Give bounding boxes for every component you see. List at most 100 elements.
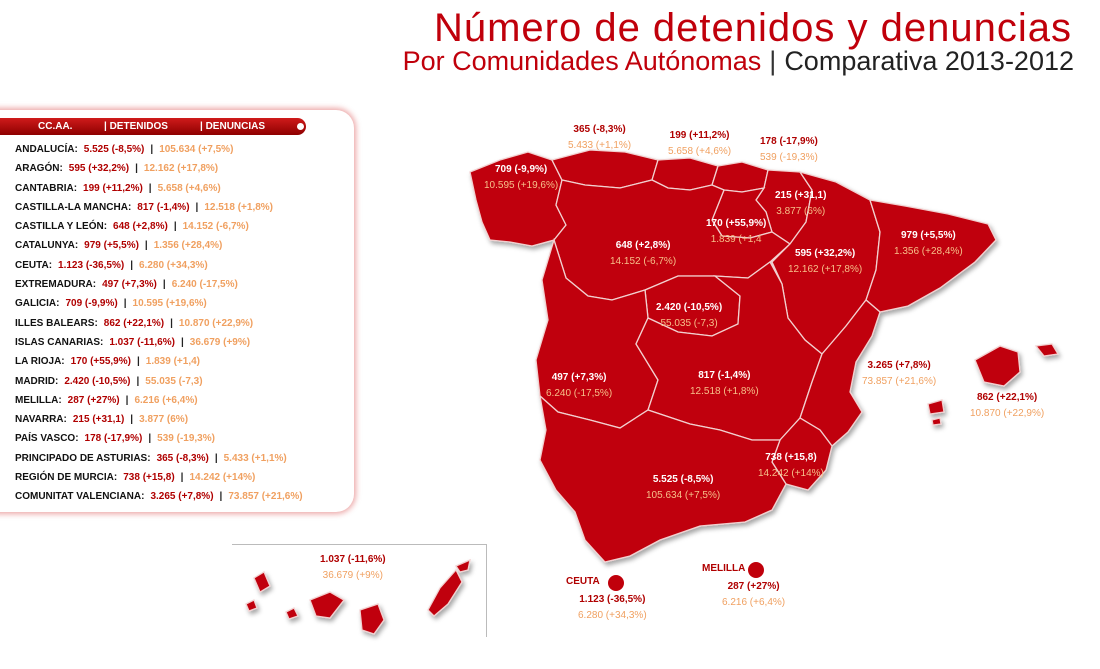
row-detenidos: 178 (-17,9%)	[84, 433, 143, 445]
row-separator: |	[125, 394, 129, 406]
row-region: ANDALUCÍA:	[15, 144, 78, 155]
label-extremadura: 497 (+7,3%) 6.240 (-17,5%)	[546, 372, 613, 399]
label-cantabria: 199 (+11,2%) 5.658 (+4,6%)	[668, 130, 732, 157]
subtitle-part2: Comparativa 2013-2012	[784, 46, 1074, 76]
row-denuncias: 6.280 (+34,3%)	[139, 259, 208, 271]
canarias-inset-frame	[232, 544, 487, 637]
row-region: MADRID:	[15, 375, 59, 387]
data-table-panel: CC.AA. | DETENIDOS | DENUNCIAS ANDALUCÍA…	[0, 110, 354, 512]
row-detenidos: 738 (+15,8)	[123, 472, 175, 484]
row-detenidos: 595 (+32,2%)	[68, 163, 130, 175]
row-separator: |	[136, 356, 140, 368]
region-baleares-formentera	[931, 417, 942, 426]
row-denuncias: 10.870 (+22,9%)	[178, 317, 254, 329]
region-baleares-menorca	[1034, 343, 1060, 357]
label-melilla: 287 (+27%) 6.216 (+6,4%)	[722, 581, 786, 608]
row-denuncias: 10.595 (+19,6%)	[132, 298, 207, 310]
label-baleares: 862 (+22,1%) 10.870 (+22,9%)	[970, 392, 1045, 419]
table-row: COMUNITAT VALENCIANA: 3.265 (+7,8%) | 73.85…	[15, 487, 303, 506]
row-denuncias: 3.877 (6%)	[139, 414, 189, 426]
row-detenidos: 215 (+31,1)	[72, 414, 125, 426]
header-knob	[297, 123, 304, 130]
row-denuncias: 105.634 (+7,5%)	[159, 144, 234, 155]
row-region: PRINCIPADO DE ASTURIAS:	[15, 452, 151, 464]
row-region: EXTREMADURA:	[15, 279, 97, 291]
table-row: CASTILLA Y LEÓN: 648 (+2,8%) | 14.152 (-6,7…	[15, 217, 303, 236]
row-separator: |	[180, 336, 184, 348]
region-canarias-4	[309, 591, 345, 619]
row-denuncias: 73.857 (+21,6%)	[228, 491, 303, 503]
table-rows: ANDALUCÍA: 5.525 (-8,5%) | 105.634 (+7,5%) A…	[15, 140, 303, 507]
label-aragon: 595 (+32,2%) 12.162 (+17,8%)	[788, 248, 863, 275]
label-canarias: 1.037 (-11,6%) 36.679 (+9%)	[320, 554, 386, 581]
table-row: PAÍS VASCO: 178 (-17,9%) | 539 (-19,3%)	[15, 429, 303, 448]
row-detenidos: 1.037 (-11,6%)	[109, 336, 175, 348]
label-catalunya: 979 (+5,5%) 1.356 (+28,4%)	[894, 230, 963, 257]
table-row: CANTABRIA: 199 (+11,2%) | 5.658 (+4,6%)	[15, 179, 303, 198]
table-row: ARAGÓN: 595 (+32,2%) | 12.162 (+17,8%)	[15, 159, 303, 178]
header-ccaa: CC.AA.	[38, 121, 73, 132]
table-row: CATALUNYA: 979 (+5,5%) | 1.356 (+28,4%)	[15, 236, 303, 255]
row-region: ARAGÓN:	[15, 163, 63, 175]
row-detenidos: 648 (+2,8%)	[113, 221, 168, 233]
row-detenidos: 2.420 (-10,5%)	[64, 375, 131, 387]
row-denuncias: 5.433 (+1,1%)	[223, 452, 287, 464]
row-detenidos: 287 (+27%)	[67, 394, 120, 406]
row-region: CASTILLA Y LEÓN:	[15, 221, 108, 233]
label-valencia: 3.265 (+7,8%) 73.857 (+21,6%)	[862, 360, 937, 387]
header-denuncias: | DENUNCIAS	[200, 121, 266, 132]
row-denuncias: 5.658 (+4,6%)	[157, 182, 221, 194]
row-separator: |	[173, 221, 177, 233]
row-detenidos: 862 (+22,1%)	[103, 317, 165, 329]
row-denuncias: 1.839 (+1,4)	[145, 356, 200, 368]
row-region: COMUNITAT VALENCIANA:	[15, 491, 145, 503]
region-canarias-5	[359, 603, 385, 635]
row-separator: |	[130, 414, 134, 426]
subtitle-part1: Por Comunidades Autónomas	[402, 46, 762, 76]
region-baleares	[974, 345, 1021, 387]
row-detenidos: 3.265 (+7,8%)	[150, 491, 214, 503]
region-canarias-2	[245, 599, 258, 612]
row-denuncias: 539 (-19,3%)	[157, 433, 215, 445]
row-denuncias: 55.035 (-7,3)	[145, 375, 203, 387]
row-separator: |	[150, 144, 154, 155]
row-region: CATALUNYA:	[15, 240, 79, 252]
row-region: GALICIA:	[15, 298, 60, 310]
label-ceuta: 1.123 (-36,5%) 6.280 (+34,3%)	[578, 594, 647, 621]
row-separator: |	[195, 201, 199, 213]
melilla-marker	[748, 562, 764, 578]
table-row: MADRID: 2.420 (-10,5%) | 55.035 (-7,3)	[15, 372, 303, 391]
label-navarra: 215 (+31,1) 3.877 (6%)	[775, 190, 827, 217]
table-row: CASTILLA-LA MANCHA: 817 (-1,4%) | 12.518 (+…	[15, 198, 303, 217]
table-row: PRINCIPADO DE ASTURIAS: 365 (-8,3%) | 5.433…	[15, 449, 303, 468]
row-detenidos: 5.525 (-8,5%)	[83, 144, 145, 155]
row-region: ISLAS CANARIAS:	[15, 336, 104, 348]
row-region: CASTILLA-LA MANCHA:	[15, 201, 132, 213]
row-detenidos: 817 (-1,4%)	[137, 201, 190, 213]
row-denuncias: 1.356 (+28,4%)	[153, 240, 223, 252]
row-detenidos: 199 (+11,2%)	[83, 182, 143, 194]
label-madrid: 2.420 (-10,5%) 55.035 (-7,3)	[656, 302, 723, 329]
row-detenidos: 170 (+55,9%)	[70, 356, 131, 368]
table-row: GALICIA: 709 (-9,9%) | 10.595 (+19,6%)	[15, 294, 303, 313]
table-row: CEUTA: 1.123 (-36,5%) | 6.280 (+34,3%)	[15, 256, 303, 275]
row-denuncias: 6.216 (+6,4%)	[134, 394, 198, 406]
row-detenidos: 979 (+5,5%)	[84, 240, 139, 252]
melilla-name: MELILLA	[702, 563, 746, 574]
row-detenidos: 1.123 (-36,5%)	[58, 259, 125, 271]
label-pais-vasco: 178 (-17,9%) 539 (-19,3%)	[760, 136, 818, 163]
row-separator: |	[130, 259, 133, 271]
label-galicia: 709 (-9,9%) 10.595 (+19,6%)	[484, 164, 559, 191]
row-region: ILLES BALEARS:	[15, 317, 98, 329]
region-canarias-7	[455, 558, 471, 573]
region-catalunya	[865, 199, 997, 313]
row-denuncias: 36.679 (+9%)	[189, 336, 251, 348]
table-row: ISLAS CANARIAS: 1.037 (-11,6%) | 36.679 (+9…	[15, 333, 303, 352]
subtitle-separator: |	[769, 46, 777, 76]
table-row: MELILLA: 287 (+27%) | 6.216 (+6,4%)	[15, 391, 303, 410]
row-region: LA RIOJA:	[15, 356, 65, 368]
ceuta-marker	[608, 575, 624, 591]
row-separator: |	[219, 491, 223, 503]
table-row: EXTREMADURA: 497 (+7,3%) | 6.240 (-17,5%)	[15, 275, 303, 294]
row-region: CANTABRIA:	[15, 182, 78, 194]
